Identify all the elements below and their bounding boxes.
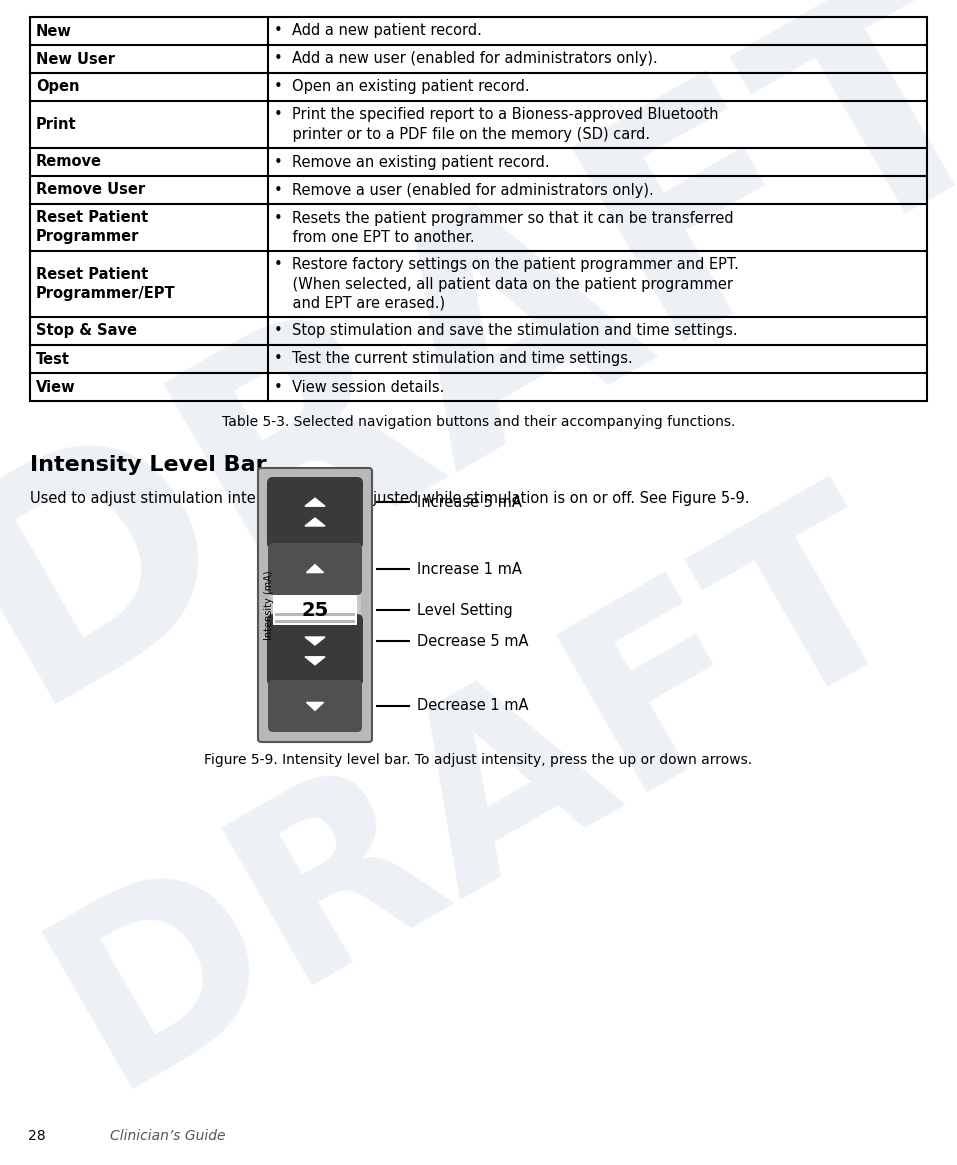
FancyBboxPatch shape	[267, 476, 363, 549]
Bar	[273, 595, 357, 615]
Text: Test: Test	[36, 352, 70, 367]
Text: New: New	[36, 23, 72, 38]
FancyBboxPatch shape	[267, 614, 363, 686]
Text: Table 5-3. Selected navigation buttons and their accompanying functions.: Table 5-3. Selected navigation buttons a…	[222, 415, 735, 429]
Polygon shape	[305, 518, 325, 527]
Text: Increase 1 mA: Increase 1 mA	[417, 562, 522, 577]
FancyBboxPatch shape	[269, 479, 361, 730]
Text: Reset Patient: Reset Patient	[36, 211, 148, 226]
Text: 25: 25	[301, 600, 328, 620]
Text: 28: 28	[28, 1129, 46, 1143]
Text: Remove: Remove	[36, 155, 102, 169]
Text: Figure 5-9. Intensity level bar. To adjust intensity, press the up or down arrow: Figure 5-9. Intensity level bar. To adju…	[205, 753, 752, 767]
Text: Intensity Level Bar: Intensity Level Bar	[30, 456, 267, 475]
Text: Remove User: Remove User	[36, 183, 145, 198]
Text: •  Resets the patient programmer so that it can be transferred: • Resets the patient programmer so that …	[274, 211, 733, 226]
Text: •  Open an existing patient record.: • Open an existing patient record.	[274, 79, 529, 94]
Polygon shape	[306, 702, 323, 711]
Text: •  Restore factory settings on the patient programmer and EPT.: • Restore factory settings on the patien…	[274, 257, 739, 273]
Text: Increase 5 mA: Increase 5 mA	[417, 495, 522, 510]
Text: and EPT are erased.): and EPT are erased.)	[274, 296, 445, 311]
Text: from one EPT to another.: from one EPT to another.	[274, 230, 475, 245]
Polygon shape	[305, 657, 325, 665]
Text: New User: New User	[36, 51, 115, 66]
Text: printer or to a PDF file on the memory (SD) card.: printer or to a PDF file on the memory (…	[274, 127, 650, 141]
Text: •  Stop stimulation and save the stimulation and time settings.: • Stop stimulation and save the stimulat…	[274, 324, 737, 339]
FancyBboxPatch shape	[258, 468, 372, 742]
Text: Intensity (mA): Intensity (mA)	[264, 570, 274, 640]
Text: Open: Open	[36, 79, 79, 94]
Text: Used to adjust stimulation intensity. Can be adjusted while stimulation is on or: Used to adjust stimulation intensity. Ca…	[30, 490, 749, 506]
Bar	[30, 17, 927, 401]
Text: •  Remove a user (enabled for administrators only).: • Remove a user (enabled for administrat…	[274, 183, 654, 198]
Text: (When selected, all patient data on the patient programmer: (When selected, all patient data on the …	[274, 276, 733, 291]
Text: Decrease 5 mA: Decrease 5 mA	[417, 634, 528, 649]
Text: •  Add a new user (enabled for administrators only).: • Add a new user (enabled for administra…	[274, 51, 657, 66]
Text: •  Print the specified report to a Bioness-approved Bluetooth: • Print the specified report to a Biones…	[274, 107, 718, 122]
Text: Clinician’s Guide: Clinician’s Guide	[110, 1129, 226, 1143]
Text: DRAFT: DRAFT	[14, 457, 946, 1134]
Text: •  View session details.: • View session details.	[274, 380, 444, 395]
Text: View: View	[36, 380, 76, 395]
FancyBboxPatch shape	[268, 680, 362, 732]
Text: Programmer: Programmer	[36, 230, 140, 245]
Text: Stop & Save: Stop & Save	[36, 324, 137, 339]
Text: Print: Print	[36, 116, 77, 132]
Text: •  Add a new patient record.: • Add a new patient record.	[274, 23, 481, 38]
Text: Level Setting: Level Setting	[417, 602, 513, 617]
Bar	[273, 595, 357, 624]
FancyBboxPatch shape	[268, 543, 362, 595]
Polygon shape	[305, 637, 325, 645]
Text: •  Test the current stimulation and time settings.: • Test the current stimulation and time …	[274, 352, 633, 367]
Text: Reset Patient: Reset Patient	[36, 267, 148, 282]
Text: Decrease 1 mA: Decrease 1 mA	[417, 699, 528, 713]
Text: •  Remove an existing patient record.: • Remove an existing patient record.	[274, 155, 549, 169]
Polygon shape	[305, 499, 325, 507]
Text: Programmer/EPT: Programmer/EPT	[36, 285, 176, 301]
Polygon shape	[306, 565, 323, 573]
Text: DRAFT: DRAFT	[0, 0, 957, 760]
